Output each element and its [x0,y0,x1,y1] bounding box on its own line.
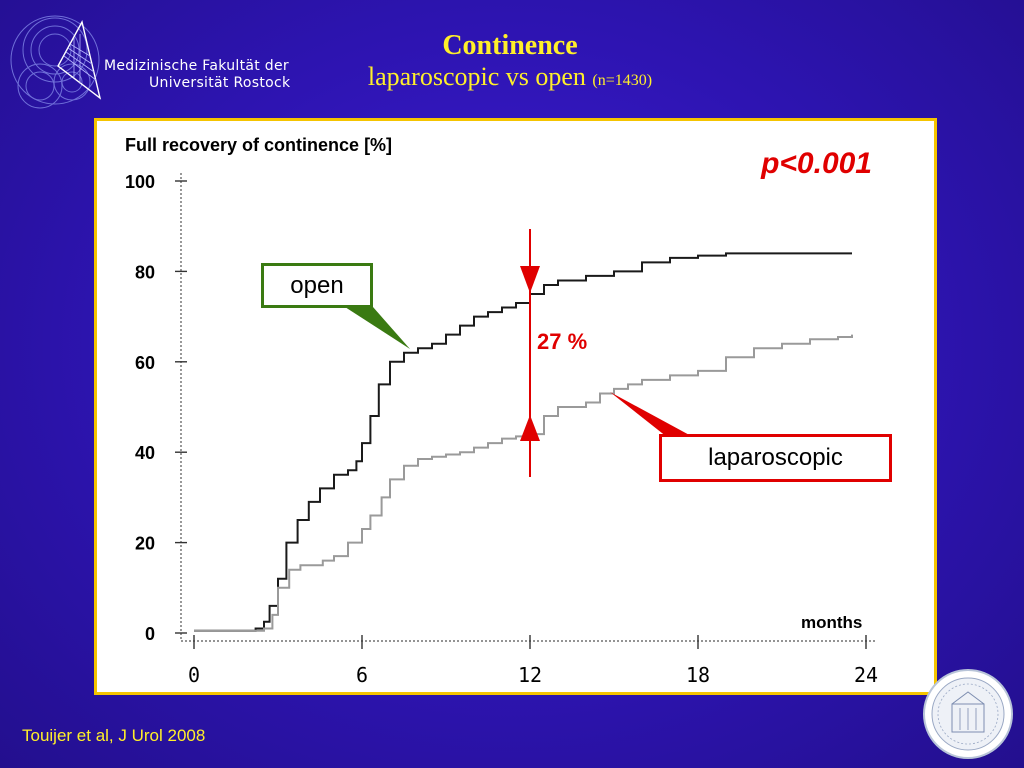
p-value-label: p<0.001 [761,147,872,180]
difference-label: 27 % [537,329,588,354]
x-tick-label: 0 [188,663,200,687]
faculty-logo-text: Medizinische Fakultät der Universität Ro… [104,58,290,92]
continence-chart: 0 20 40 60 80 100 0 6 12 18 24 [125,172,878,687]
open-callout-pointer [345,307,410,349]
series-line-laparoscopic [194,334,853,632]
y-tick-label: 80 [135,262,155,282]
y-tick-label: 20 [135,534,155,554]
y-tick-label: 60 [135,353,155,373]
y-tick-label: 100 [125,172,155,192]
y-tick-label: 0 [145,624,155,644]
university-seal-icon [923,669,1013,759]
difference-arrow-down [520,266,540,293]
slide-subtitle: laparoscopic vs open (n=1430) [330,62,690,96]
x-tick-label: 12 [518,663,542,687]
faculty-logo-icon [10,15,102,109]
x-tick-label: 18 [686,663,710,687]
subtitle-sample-size: (n=1430) [592,72,653,89]
x-tick-label: 6 [356,663,368,687]
y-tick-label: 40 [135,443,155,463]
legend-open-callout: open [261,263,373,308]
legend-laparoscopic-callout: laparoscopic [659,434,892,482]
laparoscopic-callout-pointer [610,392,693,437]
difference-arrow-up [520,415,540,441]
slide-title: Continence [442,30,578,61]
subtitle-text: laparoscopic vs open [367,62,586,91]
series-line-open [194,252,852,632]
chart-panel: 0 20 40 60 80 100 0 6 12 18 24 Full recovery of co… [94,118,937,695]
logo-line-1: Medizinische Fakultät der [104,58,289,74]
y-axis-label: Full recovery of continence [%] [125,135,393,155]
logo-line-2: Universität Rostock [149,75,291,91]
x-tick-label: 24 [854,663,878,687]
slide-title-block: Continence laparoscopic vs open (n=1430) [330,30,690,96]
citation: Touijer et al, J Urol 2008 [22,726,206,745]
x-axis-label: months [801,613,863,632]
